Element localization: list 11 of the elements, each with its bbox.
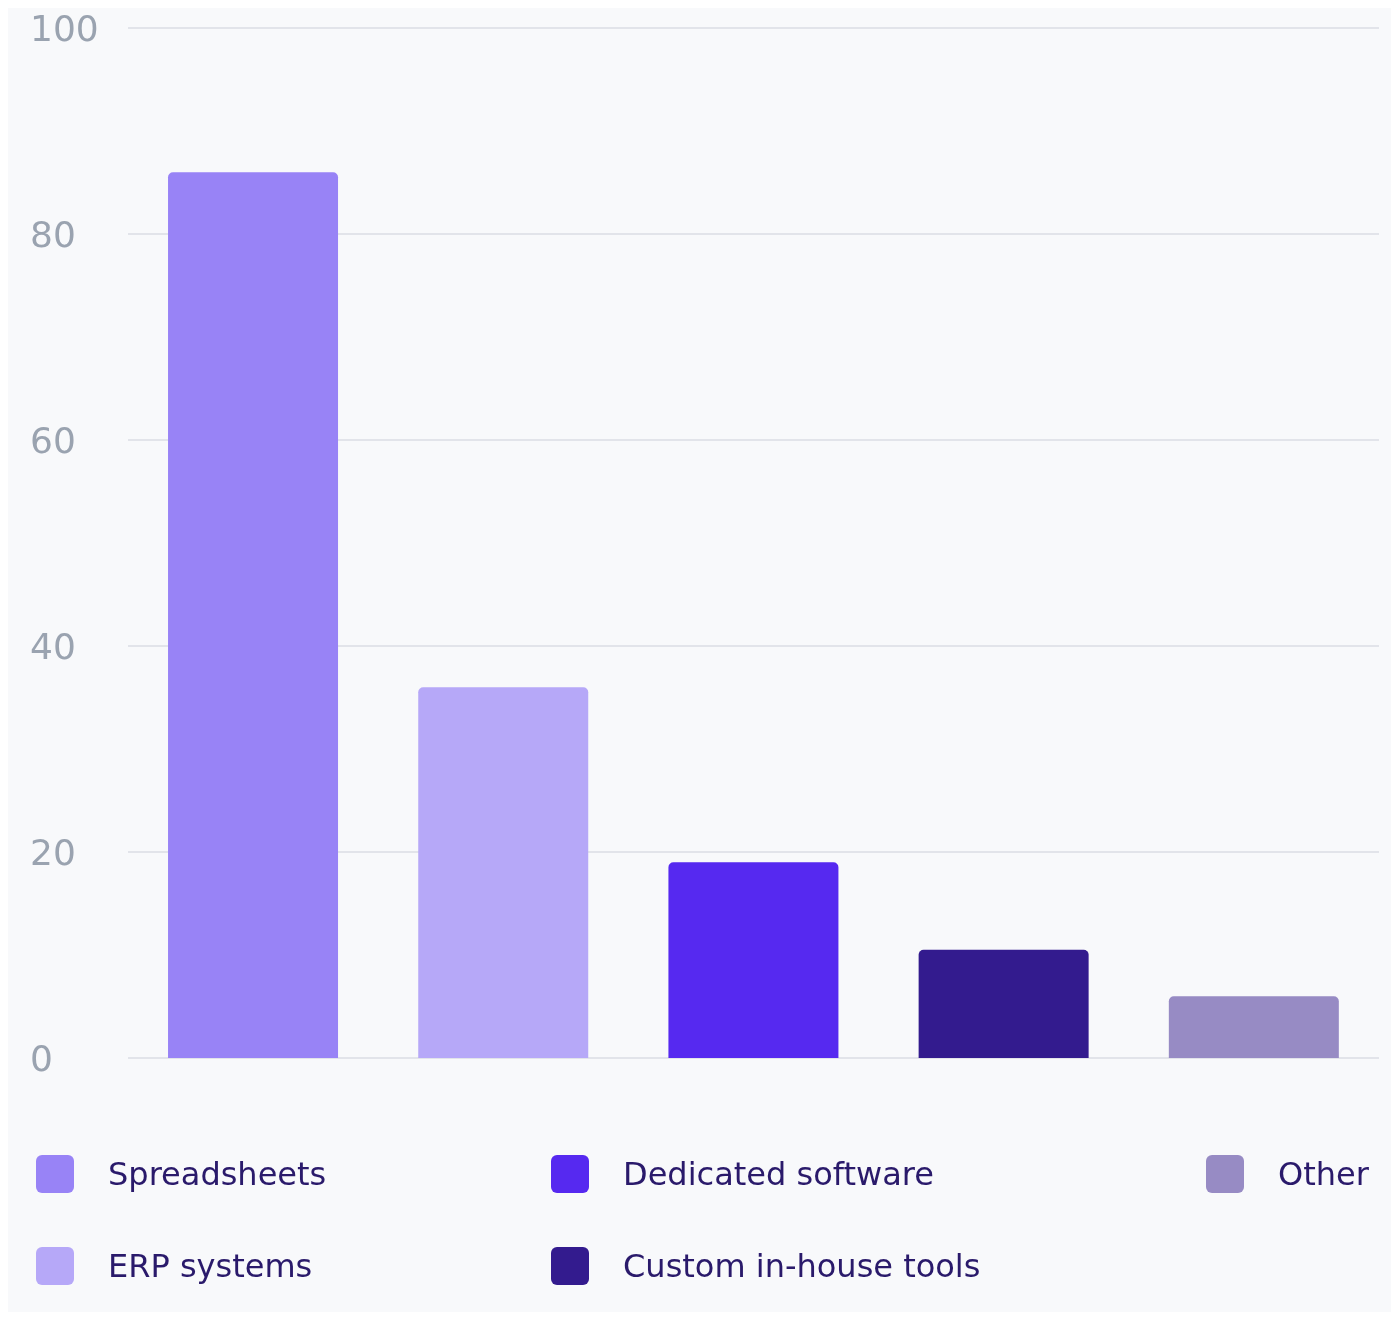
- legend-label: Other: [1278, 1155, 1369, 1193]
- legend-label: Custom in-house tools: [623, 1247, 981, 1285]
- legend-label: ERP systems: [108, 1247, 313, 1285]
- legend-label: Dedicated software: [623, 1155, 934, 1193]
- y-tick-label: 0: [30, 1037, 53, 1079]
- y-tick-label: 40: [30, 625, 76, 667]
- legend-label: Spreadsheets: [108, 1155, 327, 1193]
- y-tick-label: 80: [30, 213, 76, 255]
- y-tick-label: 60: [30, 419, 76, 461]
- y-tick-label: 20: [30, 831, 76, 873]
- y-tick-label: 100: [30, 7, 99, 49]
